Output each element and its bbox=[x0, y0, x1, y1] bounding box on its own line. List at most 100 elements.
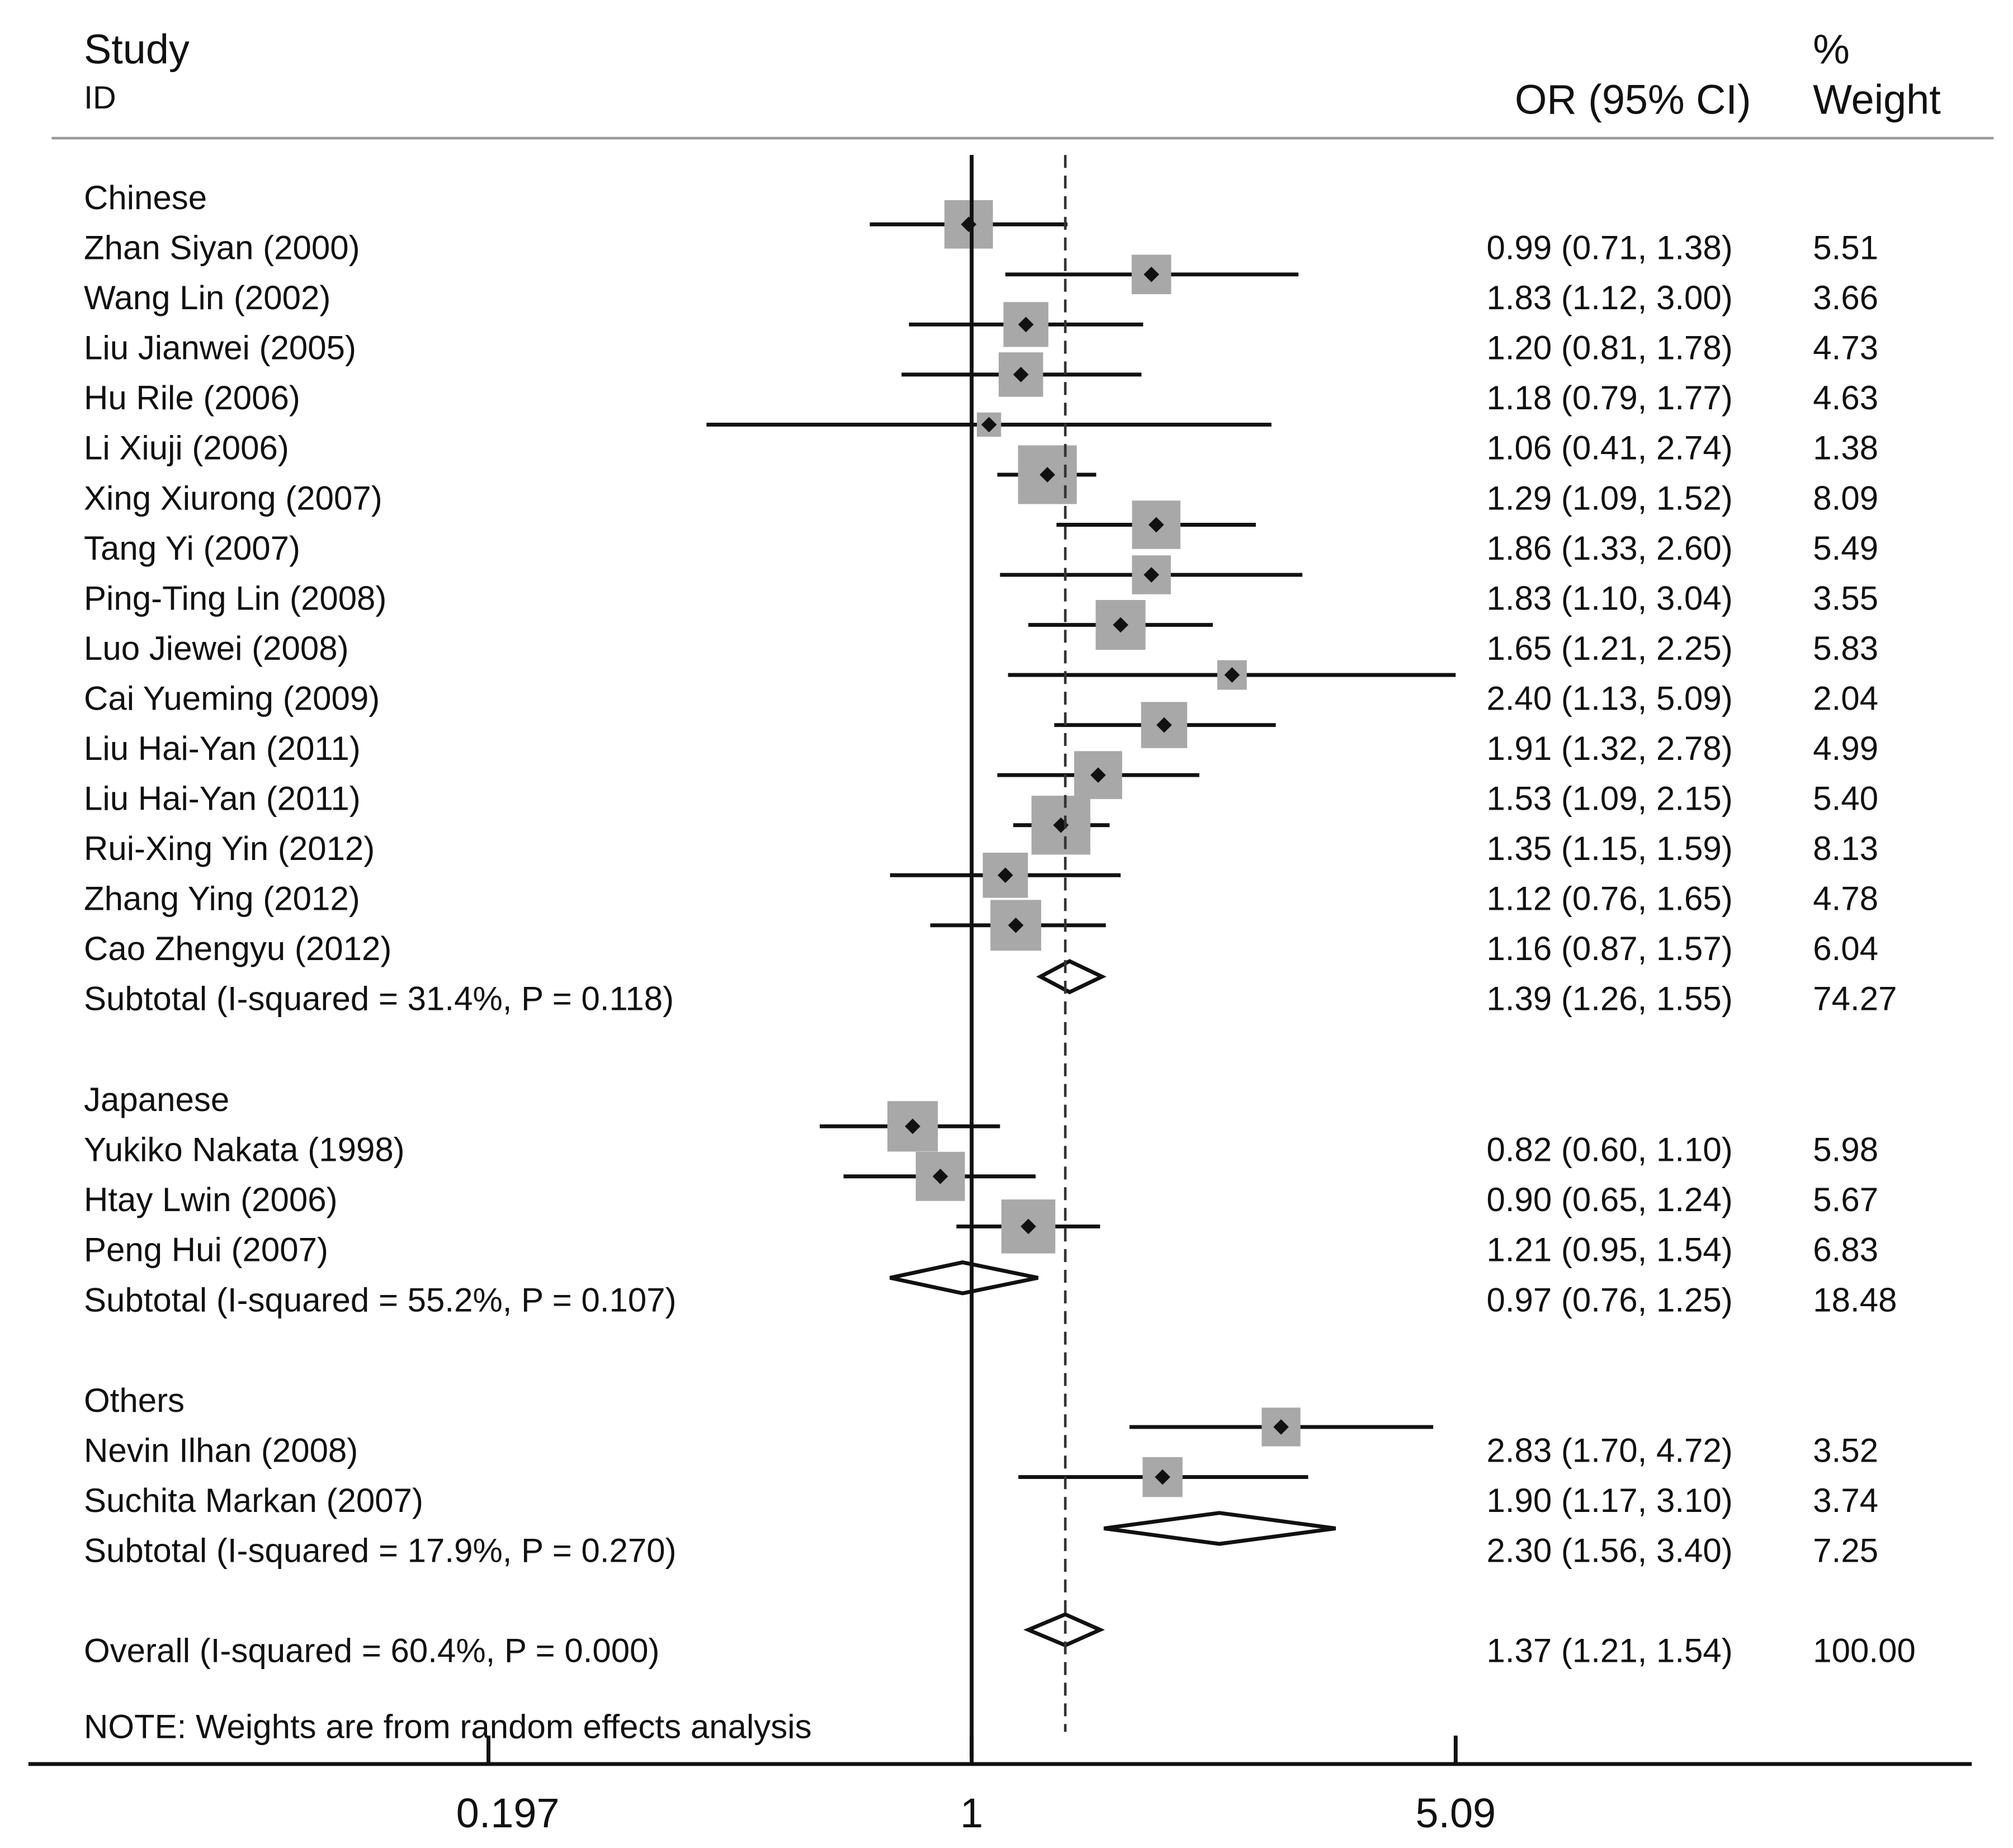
study-weight: 5.49 bbox=[1813, 530, 1878, 567]
study-label: Liu Hai-Yan (2011) bbox=[84, 730, 361, 767]
point-estimate bbox=[1020, 1218, 1036, 1235]
study-or-ci: 1.83 (1.10, 3.04) bbox=[1486, 579, 1732, 617]
study-label: Liu Jianwei (2005) bbox=[84, 329, 356, 367]
study-weight: 2.04 bbox=[1813, 679, 1878, 717]
group-header: Others bbox=[84, 1382, 185, 1419]
header-id: ID bbox=[84, 80, 116, 116]
study-or-ci: 1.91 (1.32, 2.78) bbox=[1486, 730, 1732, 767]
subtotal-diamond bbox=[1103, 1511, 1336, 1546]
study-weight: 3.66 bbox=[1813, 279, 1878, 316]
study-label: Yukiko Nakata (1998) bbox=[84, 1131, 405, 1169]
subtotal-weight: 18.48 bbox=[1813, 1281, 1897, 1318]
study-weight: 8.13 bbox=[1813, 830, 1878, 867]
study-label: Li Xiuji (2006) bbox=[84, 429, 289, 467]
study-or-ci: 1.20 (0.81, 1.78) bbox=[1486, 329, 1732, 367]
study-label: Tang Yi (2007) bbox=[84, 530, 300, 567]
study-or-ci: 1.86 (1.33, 2.60) bbox=[1486, 530, 1732, 567]
subtotal-or-ci: 2.30 (1.56, 3.40) bbox=[1486, 1532, 1732, 1569]
study-weight: 8.09 bbox=[1813, 479, 1878, 517]
study-label: Cai Yueming (2009) bbox=[84, 679, 380, 717]
study-or-ci: 2.40 (1.13, 5.09) bbox=[1486, 679, 1732, 717]
study-label: Zhan Siyan (2000) bbox=[84, 229, 360, 267]
study-or-ci: 1.53 (1.09, 2.15) bbox=[1486, 779, 1732, 817]
study-or-ci: 1.83 (1.12, 3.00) bbox=[1486, 279, 1732, 316]
study-weight: 4.78 bbox=[1813, 880, 1878, 918]
study-weight: 6.83 bbox=[1813, 1231, 1878, 1269]
study-label: Htay Lwin (2006) bbox=[84, 1181, 338, 1218]
subtotal-label: Subtotal (I-squared = 55.2%, P = 0.107) bbox=[84, 1281, 677, 1318]
overall-label: Overall (I-squared = 60.4%, P = 0.000) bbox=[84, 1632, 659, 1670]
study-label: Nevin Ilhan (2008) bbox=[84, 1431, 358, 1469]
subtotal-weight: 74.27 bbox=[1813, 980, 1897, 1018]
point-estimate bbox=[1224, 667, 1240, 683]
point-estimate bbox=[1039, 467, 1055, 483]
subtotal-label: Subtotal (I-squared = 17.9%, P = 0.270) bbox=[84, 1532, 677, 1569]
study-label: Liu Hai-Yan (2011) bbox=[84, 779, 361, 817]
study-label: Cao Zhengyu (2012) bbox=[84, 930, 391, 967]
study-label: Rui-Xing Yin (2012) bbox=[84, 830, 375, 867]
overall-diamond bbox=[1023, 1612, 1105, 1648]
header-weight: Weight bbox=[1813, 76, 1940, 122]
point-estimate bbox=[998, 867, 1013, 883]
study-weight: 4.99 bbox=[1813, 730, 1878, 767]
study-or-ci: 1.90 (1.17, 3.10) bbox=[1486, 1482, 1732, 1519]
study-weight: 4.73 bbox=[1813, 329, 1878, 367]
study-or-ci: 0.82 (0.60, 1.10) bbox=[1486, 1131, 1732, 1169]
point-estimate bbox=[1155, 1469, 1170, 1485]
study-or-ci: 0.99 (0.71, 1.38) bbox=[1486, 229, 1732, 267]
study-or-ci: 1.21 (0.95, 1.54) bbox=[1486, 1231, 1732, 1269]
study-or-ci: 1.29 (1.09, 1.52) bbox=[1486, 479, 1732, 517]
study-or-ci: 2.83 (1.70, 4.72) bbox=[1486, 1431, 1732, 1469]
study-or-ci: 1.35 (1.15, 1.59) bbox=[1486, 830, 1732, 867]
study-weight: 5.98 bbox=[1813, 1131, 1878, 1169]
study-or-ci: 1.12 (0.76, 1.65) bbox=[1486, 880, 1732, 918]
point-estimate bbox=[905, 1118, 920, 1135]
point-estimate bbox=[1148, 517, 1164, 533]
study-label: Ping-Ting Lin (2008) bbox=[84, 579, 386, 617]
overall-weight: 100.00 bbox=[1813, 1632, 1916, 1670]
subtotal-weight: 7.25 bbox=[1813, 1532, 1878, 1569]
point-estimate bbox=[1008, 917, 1024, 933]
study-weight: 5.51 bbox=[1813, 229, 1878, 267]
study-weight: 1.38 bbox=[1813, 429, 1878, 467]
study-label: Wang Lin (2002) bbox=[84, 279, 330, 316]
point-estimate bbox=[1090, 767, 1106, 783]
x-tick-label: 1 bbox=[960, 1790, 983, 1836]
study-label: Peng Hui (2007) bbox=[84, 1231, 328, 1269]
study-label: Suchita Markan (2007) bbox=[84, 1482, 423, 1519]
point-estimate bbox=[1156, 717, 1172, 733]
study-weight: 4.63 bbox=[1813, 379, 1878, 417]
study-weight: 5.40 bbox=[1813, 779, 1878, 817]
point-estimate bbox=[1018, 316, 1034, 333]
x-tick-label: 0.197 bbox=[456, 1790, 560, 1836]
study-label: Hu Rile (2006) bbox=[84, 379, 300, 417]
point-estimate bbox=[981, 417, 997, 433]
study-weight: 5.83 bbox=[1813, 630, 1878, 667]
study-label: Luo Jiewei (2008) bbox=[84, 630, 349, 667]
subtotal-or-ci: 0.97 (0.76, 1.25) bbox=[1486, 1281, 1732, 1318]
subtotal-label: Subtotal (I-squared = 31.4%, P = 0.118) bbox=[84, 980, 674, 1018]
study-weight: 3.52 bbox=[1813, 1431, 1878, 1469]
header-pct: % bbox=[1813, 26, 1850, 72]
point-estimate bbox=[1113, 617, 1128, 633]
note-text: NOTE: Weights are from random effects an… bbox=[84, 1708, 812, 1746]
group-header: Chinese bbox=[84, 179, 207, 216]
point-estimate bbox=[1013, 367, 1029, 382]
group-header: Japanese bbox=[84, 1081, 229, 1118]
study-label: Zhang Ying (2012) bbox=[84, 880, 360, 918]
header-or: OR (95% CI) bbox=[1515, 76, 1751, 122]
study-label: Xing Xiurong (2007) bbox=[84, 479, 382, 517]
study-weight: 3.74 bbox=[1813, 1482, 1878, 1519]
study-or-ci: 1.18 (0.79, 1.77) bbox=[1486, 379, 1732, 417]
overall-or-ci: 1.37 (1.21, 1.54) bbox=[1486, 1632, 1732, 1670]
x-tick-label: 5.09 bbox=[1415, 1790, 1496, 1836]
study-weight: 3.55 bbox=[1813, 579, 1878, 617]
subtotal-or-ci: 1.39 (1.26, 1.55) bbox=[1486, 980, 1732, 1018]
point-estimate bbox=[932, 1169, 948, 1184]
subtotal-diamond bbox=[1036, 959, 1107, 995]
header-study: Study bbox=[84, 26, 190, 72]
study-or-ci: 1.16 (0.87, 1.57) bbox=[1486, 930, 1732, 967]
study-weight: 5.67 bbox=[1813, 1181, 1878, 1218]
